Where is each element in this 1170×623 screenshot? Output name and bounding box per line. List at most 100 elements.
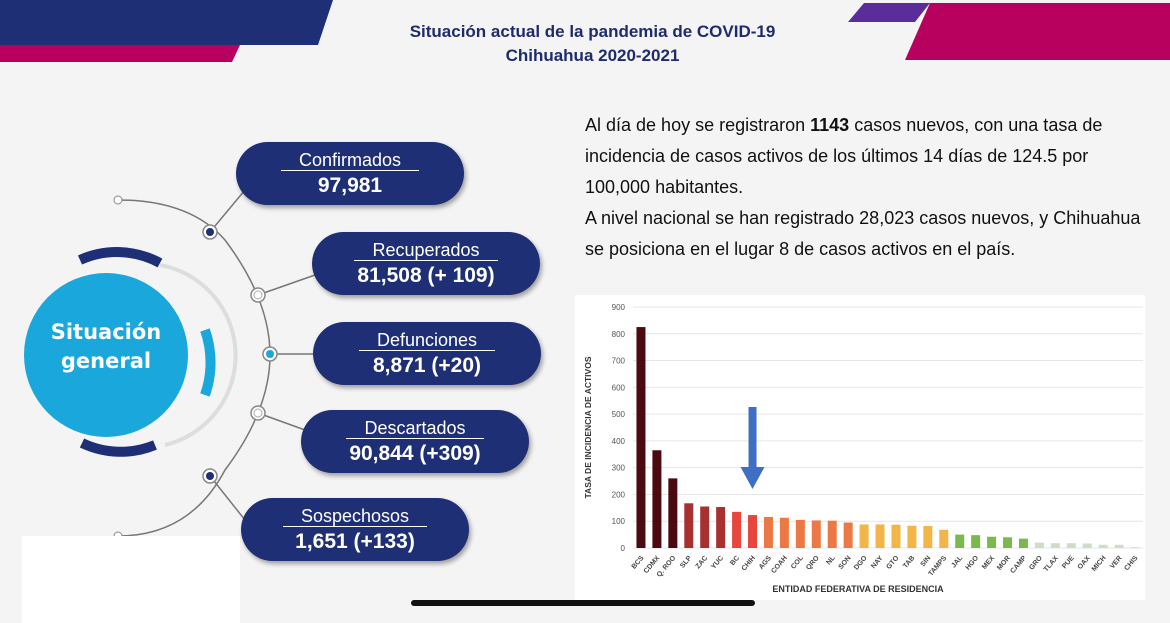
x-tick-label: HGO — [965, 554, 981, 571]
bar-camp — [1018, 538, 1028, 548]
page-title: Situación actual de la pandemia de COVID… — [300, 20, 885, 68]
bar-nay — [875, 524, 885, 548]
bar-mor — [1003, 537, 1013, 548]
highlight-arrow-head — [740, 467, 765, 489]
bar-nl — [827, 520, 837, 548]
title-line-2: Chihuahua 2020-2021 — [505, 46, 680, 65]
y-tick-label: 0 — [621, 544, 626, 553]
stat-value: 81,508 (+ 109) — [357, 264, 495, 287]
y-tick-label: 600 — [612, 383, 626, 392]
highlight-arrow-shaft — [748, 407, 757, 467]
bar-mich — [1098, 544, 1108, 548]
text: Al día de hoy se registraron — [585, 115, 811, 135]
title-line-1: Situación actual de la pandemia de COVID… — [409, 22, 776, 41]
bar-son — [843, 522, 853, 548]
stat-confirmados: Confirmados 97,981 — [236, 142, 464, 205]
x-tick-label: NAY — [870, 555, 885, 571]
x-tick-label: ZAC — [695, 555, 710, 571]
stat-label: Sospechosos — [282, 506, 428, 527]
bar-tlax — [1050, 543, 1060, 548]
hub-line-2: general — [60, 349, 152, 373]
bar-qroo — [668, 478, 678, 548]
bar-bcs — [636, 327, 646, 548]
x-tick-label: GTO — [885, 554, 900, 570]
header-banner-decoration — [0, 0, 1170, 62]
x-tick-label: VER — [1109, 555, 1124, 571]
x-tick-label: CAMP — [1009, 555, 1028, 576]
bar-mex — [987, 536, 997, 548]
bar-tab — [907, 525, 917, 548]
stat-value: 1,651 (+133) — [295, 530, 415, 553]
text: casos nuevos, con una tasa de incidencia… — [585, 115, 1103, 197]
summary-paragraph-1: Al día de hoy se registraron 1143 casos … — [585, 110, 1145, 203]
stat-recuperados: Recuperados 81,508 (+ 109) — [312, 232, 540, 295]
x-tick-label: PUE — [1061, 555, 1076, 571]
y-tick-label: 300 — [612, 464, 626, 473]
x-tick-label: JAL — [950, 554, 964, 569]
stat-label: Recuperados — [354, 240, 498, 261]
bar-chih — [748, 515, 758, 548]
y-axis-label: TASA DE INCIDENCIA DE ACTIVOS — [583, 356, 593, 498]
bar-gro — [1034, 542, 1044, 548]
hub-line-1: Situación — [50, 320, 162, 344]
incidence-chart: 0 100 200 300 400 500 600 700 800 900 BCS CDMX Q. RO… — [575, 295, 1145, 600]
x-tick-label: SIN — [920, 555, 933, 568]
x-tick-label: CHIH — [741, 555, 757, 573]
bar-hgo — [971, 535, 981, 548]
y-tick-label: 100 — [612, 517, 626, 526]
new-cases-count: 1143 — [810, 115, 850, 135]
stat-descartados: Descartados 90,844 (+309) — [301, 410, 529, 473]
summary-paragraph-2: A nivel nacional se han registrado 28,02… — [585, 208, 1141, 259]
bar-yuc — [716, 507, 726, 548]
stat-label: Defunciones — [358, 330, 496, 351]
stat-value: 90,844 (+309) — [349, 442, 481, 465]
x-tick-label: MEX — [981, 555, 996, 571]
stat-defunciones: Defunciones 8,871 (+20) — [313, 322, 541, 385]
bar-cdmx — [652, 450, 662, 548]
x-tick-label: TAB — [902, 555, 916, 570]
bar-qro — [811, 520, 821, 548]
y-tick-label: 500 — [612, 410, 626, 419]
bar-dgo — [859, 524, 869, 548]
x-tick-label: QRO — [805, 554, 821, 571]
bar-slp — [684, 503, 694, 548]
bar-jal — [955, 534, 965, 548]
x-tick-label: BCS — [631, 555, 646, 571]
y-tick-label: 700 — [612, 357, 626, 366]
y-tick-label: 900 — [612, 303, 626, 312]
bar-chis — [1130, 547, 1140, 548]
bar-ags — [763, 516, 773, 548]
x-tick-label: COAH — [770, 555, 789, 575]
x-tick-label: SLP — [679, 555, 693, 570]
y-tick-label: 800 — [612, 330, 626, 339]
x-tick-label: DGO — [853, 554, 869, 571]
stat-value: 97,981 — [317, 174, 383, 197]
y-tick-label: 400 — [612, 437, 626, 446]
x-tick-label: COL — [790, 554, 805, 570]
summary-text: Al día de hoy se registraron 1143 casos … — [585, 110, 1145, 265]
x-tick-label: TLAX — [1043, 555, 1060, 574]
x-axis-label: ENTIDAD FEDERATIVA DE RESIDENCIA — [772, 584, 944, 594]
hub-label: Situación general — [24, 318, 188, 376]
bar-col — [795, 519, 805, 548]
x-tick-label: CHIS — [1123, 555, 1139, 573]
x-tick-label: NL — [825, 554, 837, 566]
stat-label: Confirmados — [280, 150, 420, 171]
x-tick-label: MICH — [1091, 555, 1108, 573]
x-tick-label: BC — [729, 555, 741, 567]
bar-pue — [1066, 543, 1076, 548]
bar-tamps — [939, 529, 949, 548]
x-tick-label: YUC — [710, 555, 725, 571]
bar-coah — [779, 517, 789, 548]
bar-zac — [700, 506, 710, 548]
stat-sospechosos: Sospechosos 1,651 (+133) — [241, 498, 469, 561]
bar-gto — [891, 524, 901, 548]
stat-label: Descartados — [346, 418, 484, 439]
blank-panel — [22, 536, 240, 623]
home-indicator[interactable] — [411, 600, 755, 606]
bar-bc — [732, 511, 742, 548]
stat-value: 8,871 (+20) — [373, 354, 481, 377]
bar-sin — [923, 526, 933, 548]
connector-diagram — [24, 189, 316, 541]
